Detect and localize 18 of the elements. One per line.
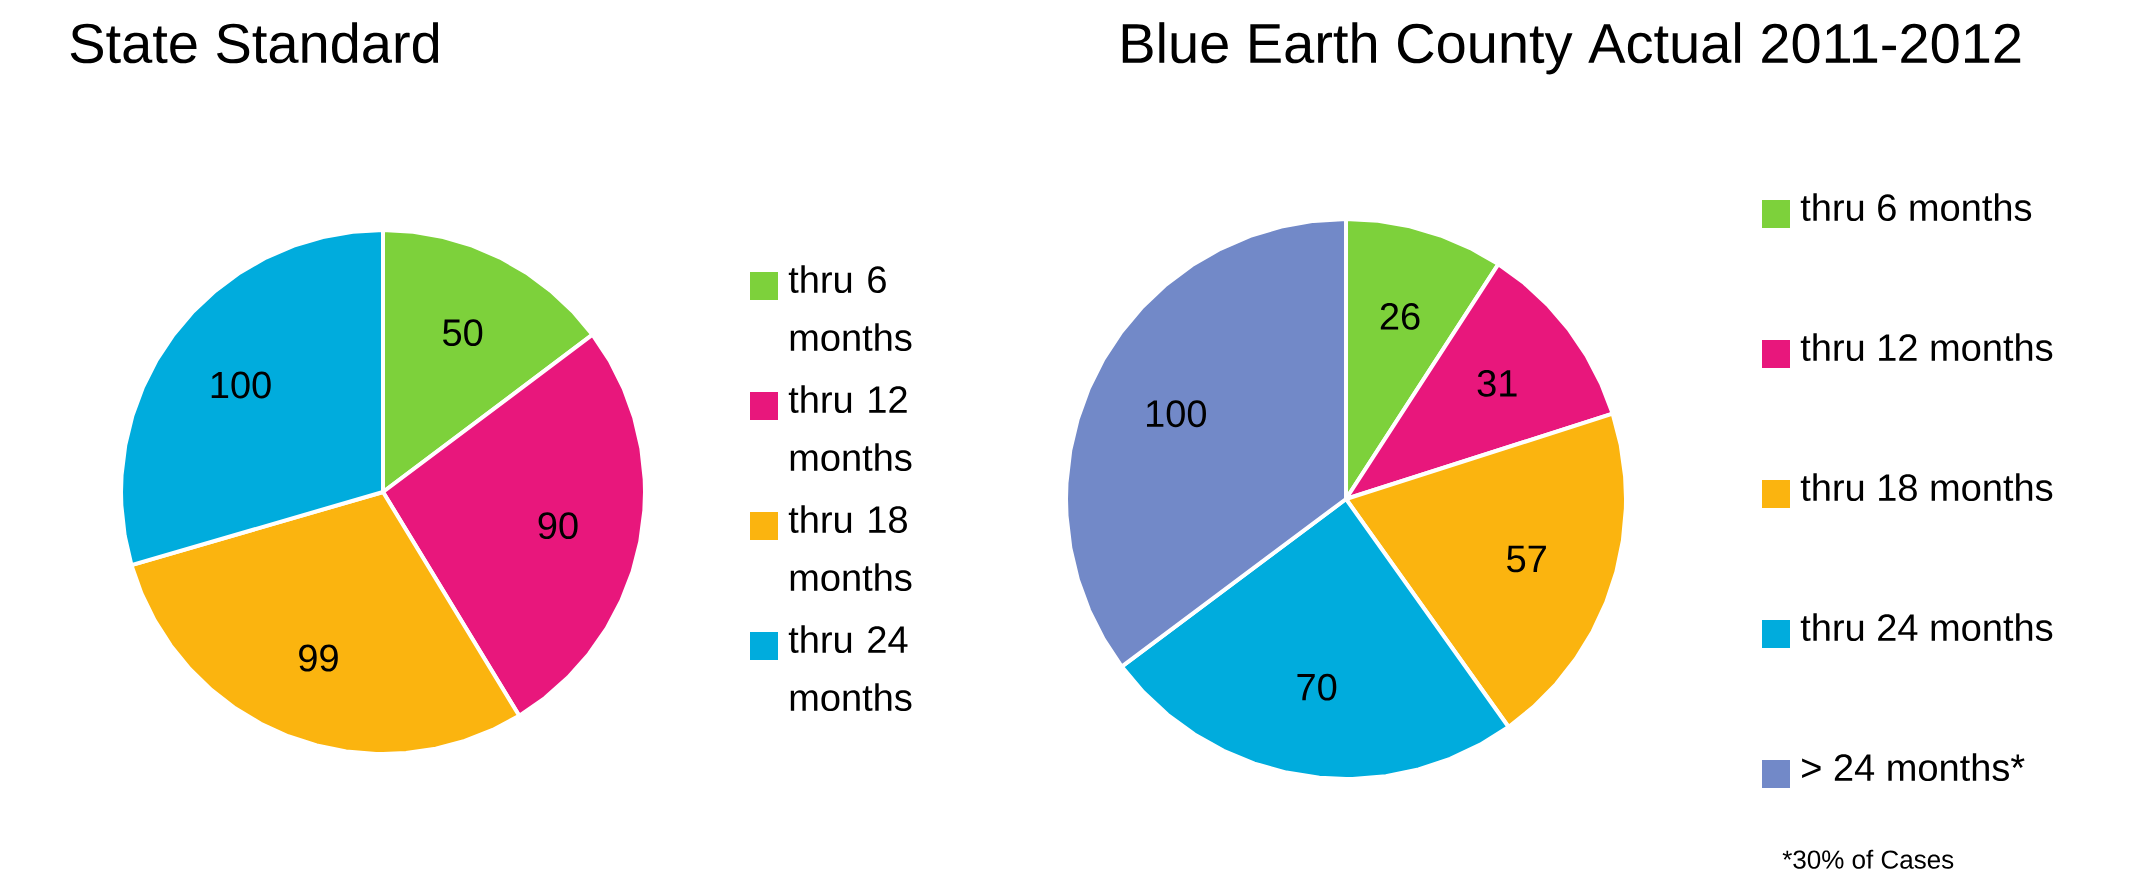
data-label: 70 [1297, 673, 1337, 701]
data-label: 100 [211, 371, 271, 399]
data-label: 50 [443, 319, 483, 347]
legend-label: thru 24 months [1800, 613, 2053, 642]
data-label: 26 [1380, 302, 1420, 330]
data-label: 90 [538, 512, 578, 540]
data-label: 31 [1477, 369, 1517, 397]
legend-label: thru 12 months [1800, 333, 2053, 362]
legend-label: thru 24 months [788, 625, 912, 712]
chart-title: Blue Earth County Actual 2011-2012 [1122, 22, 2021, 75]
chart-title: State Standard [70, 22, 439, 64]
legend-label: thru 6 months [1800, 193, 2032, 222]
data-label: 99 [299, 644, 338, 672]
data-label: 100 [1146, 400, 1206, 428]
legend-label: thru 18 months [1800, 473, 2053, 502]
legend-label: > 24 months* [1802, 753, 2025, 782]
text: *30% of Cases [1782, 849, 1954, 869]
data-label: 57 [1507, 545, 1546, 573]
